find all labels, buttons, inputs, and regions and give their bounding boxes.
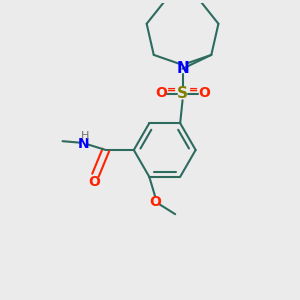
Text: =: =: [167, 85, 176, 95]
Text: =: =: [189, 85, 198, 95]
Text: O: O: [155, 86, 167, 100]
Text: O: O: [198, 86, 210, 100]
Text: S: S: [177, 86, 188, 101]
Text: H: H: [81, 131, 89, 141]
Text: N: N: [176, 61, 189, 76]
Text: O: O: [88, 175, 100, 188]
Text: O: O: [149, 195, 161, 209]
Text: N: N: [78, 137, 90, 151]
